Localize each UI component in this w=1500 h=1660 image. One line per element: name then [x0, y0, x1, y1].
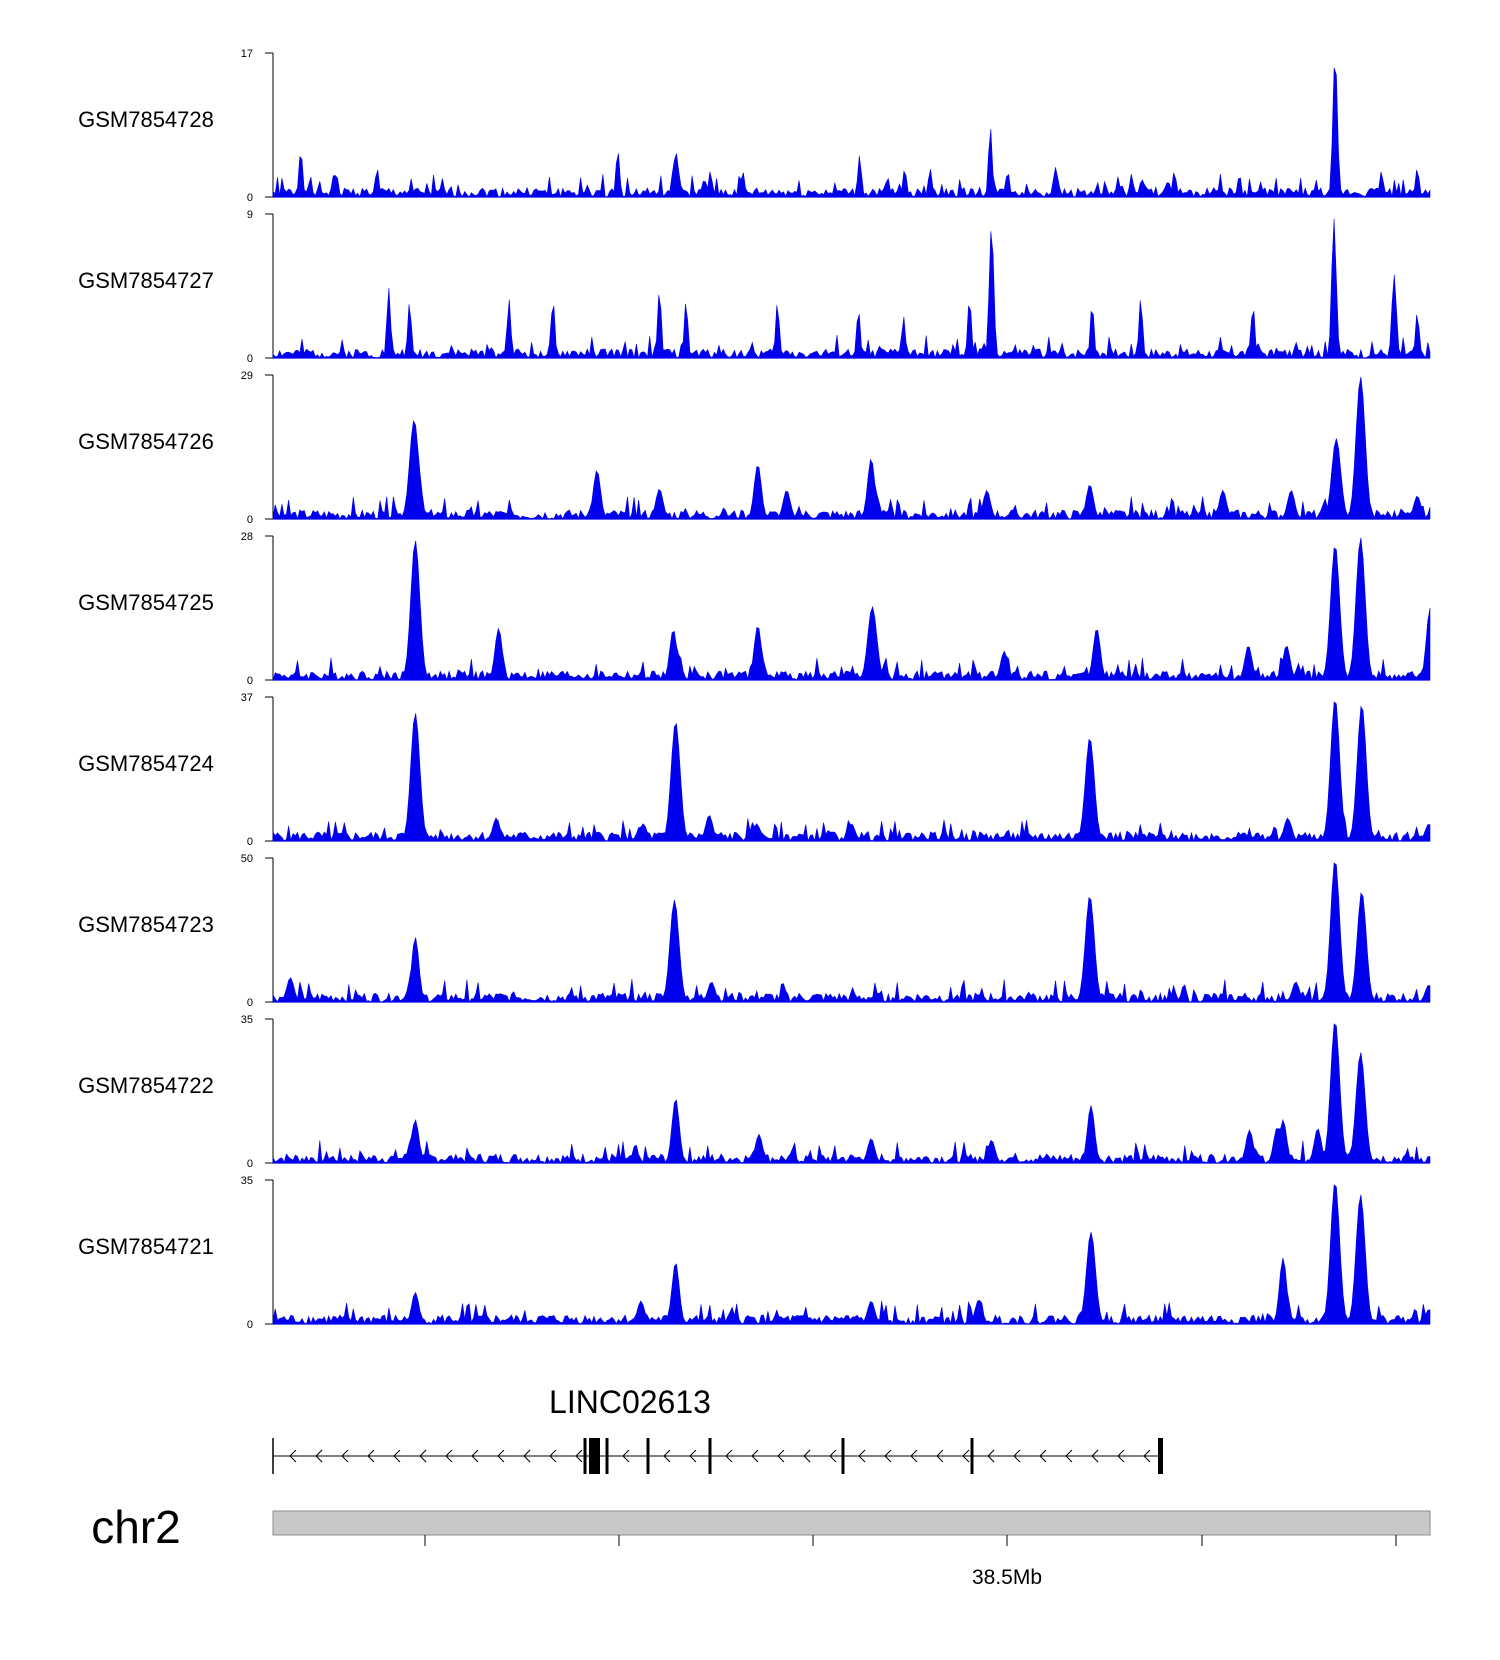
signal-area	[272, 376, 1431, 520]
track-GSM7854723: GSM7854723 50 0	[78, 853, 1431, 1009]
track-GSM7854726: GSM7854726 29 0	[78, 370, 1431, 526]
track-label: GSM7854721	[78, 1234, 214, 1259]
strand-arrow	[622, 1449, 630, 1463]
strand-arrow	[777, 1449, 785, 1463]
signal-area	[272, 218, 1431, 359]
track-label: GSM7854726	[78, 429, 214, 454]
strand-arrow	[419, 1449, 427, 1463]
gene-exon	[646, 1438, 650, 1474]
track-GSM7854728: GSM7854728 17 0	[78, 48, 1431, 204]
y-min-label: 0	[247, 1158, 253, 1170]
signal-tracks: GSM7854728170GSM785472790GSM7854726290GS…	[78, 48, 1431, 1331]
track-label: GSM7854725	[78, 590, 214, 615]
y-max-label: 28	[241, 531, 253, 543]
strand-arrow	[393, 1449, 401, 1463]
chromosome-bar	[272, 1510, 1431, 1536]
gene-exon	[589, 1438, 600, 1474]
y-max-label: 50	[241, 853, 253, 865]
gene-annotation: LINC02613	[272, 1384, 1163, 1474]
strand-arrow	[858, 1449, 866, 1463]
track-label: GSM7854723	[78, 912, 214, 937]
y-min-label: 0	[247, 514, 253, 526]
strand-arrow	[803, 1449, 811, 1463]
y-min-label: 0	[247, 353, 253, 365]
strand-arrow	[1143, 1449, 1151, 1463]
gene-exon	[583, 1438, 587, 1474]
strand-arrow	[289, 1449, 297, 1463]
track-GSM7854722: GSM7854722 35 0	[78, 1014, 1431, 1170]
strand-arrow	[829, 1449, 837, 1463]
strand-arrow	[497, 1449, 505, 1463]
track-GSM7854721: GSM7854721 35 0	[78, 1175, 1431, 1331]
gene-exon	[841, 1438, 845, 1474]
strand-arrow	[910, 1449, 918, 1463]
coordinate-tick-label: 38.5Mb	[972, 1566, 1042, 1589]
strand-arrow	[523, 1449, 531, 1463]
y-max-label: 35	[241, 1014, 253, 1026]
strand-arrow	[575, 1449, 583, 1463]
y-min-label: 0	[247, 836, 253, 848]
track-label: GSM7854727	[78, 268, 214, 293]
strand-arrow	[1065, 1449, 1073, 1463]
chromosome-label: chr2	[91, 1501, 180, 1553]
gene-label: LINC02613	[549, 1384, 711, 1420]
y-max-label: 37	[241, 692, 253, 704]
gene-exon	[708, 1438, 712, 1474]
strand-arrow	[884, 1449, 892, 1463]
strand-arrow	[367, 1449, 375, 1463]
strand-arrow	[725, 1449, 733, 1463]
signal-area	[272, 1023, 1431, 1164]
strand-arrow	[315, 1449, 323, 1463]
y-min-label: 0	[247, 1319, 253, 1331]
track-label: GSM7854722	[78, 1073, 214, 1098]
chromosome-ideogram: chr2 38.5Mb	[91, 1501, 1431, 1589]
strand-arrow	[1091, 1449, 1099, 1463]
strand-arrow	[1117, 1449, 1125, 1463]
strand-arrow	[751, 1449, 759, 1463]
strand-arrow	[936, 1449, 944, 1463]
gene-exon	[1158, 1438, 1163, 1474]
strand-arrow	[689, 1449, 697, 1463]
y-max-label: 35	[241, 1175, 253, 1187]
gene-exon	[605, 1438, 609, 1474]
y-min-label: 0	[247, 675, 253, 687]
track-GSM7854724: GSM7854724 37 0	[78, 692, 1431, 848]
strand-arrow	[1039, 1449, 1047, 1463]
strand-arrow	[987, 1449, 995, 1463]
strand-arrow	[549, 1449, 557, 1463]
signal-area	[272, 1184, 1431, 1325]
y-min-label: 0	[247, 997, 253, 1009]
strand-arrow	[962, 1449, 970, 1463]
y-max-label: 17	[241, 48, 253, 60]
y-max-label: 29	[241, 370, 253, 382]
track-GSM7854725: GSM7854725 28 0	[78, 531, 1431, 687]
y-min-label: 0	[247, 192, 253, 204]
y-max-label: 9	[247, 209, 253, 221]
strand-arrow	[445, 1449, 453, 1463]
strand-arrow	[341, 1449, 349, 1463]
signal-area	[272, 67, 1431, 198]
strand-arrow	[471, 1449, 479, 1463]
signal-area	[272, 701, 1431, 843]
strand-arrow	[1013, 1449, 1021, 1463]
strand-arrow	[663, 1449, 671, 1463]
track-label: GSM7854728	[78, 107, 214, 132]
gene-exon	[970, 1438, 974, 1474]
track-GSM7854727: GSM7854727 9 0	[78, 209, 1431, 365]
track-label: GSM7854724	[78, 751, 214, 776]
signal-area	[272, 862, 1431, 1003]
signal-area	[272, 537, 1431, 681]
